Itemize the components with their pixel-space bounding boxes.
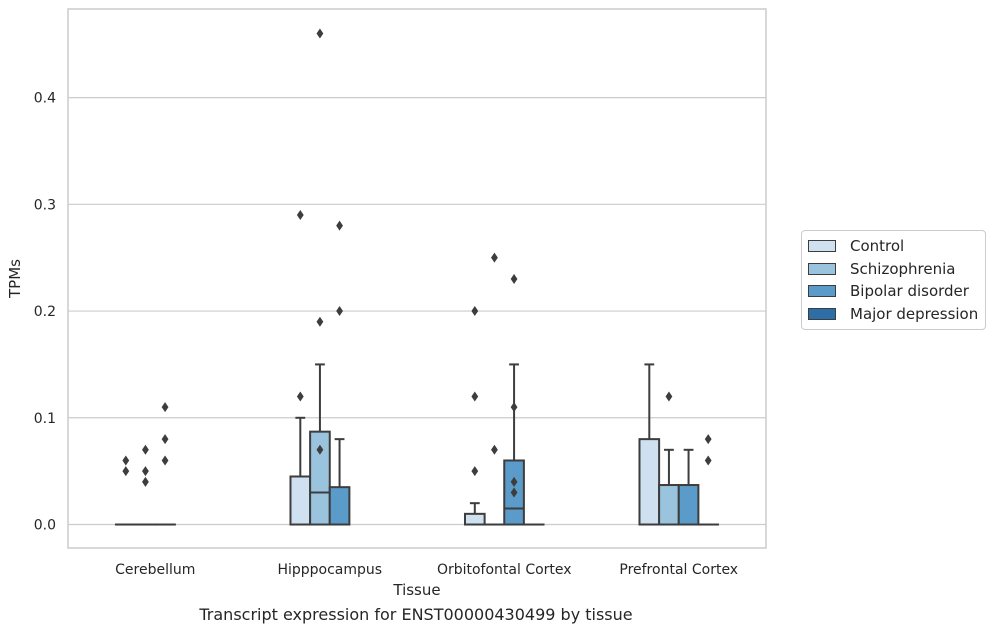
legend-item: Major depression [802,303,985,326]
plot-frame [67,8,767,549]
outlier-point [142,466,149,477]
x-tick-label: Orbitofontal Cortex [437,562,572,578]
box-plot [328,438,351,526]
y-tick-label: 0.1 [34,411,56,427]
legend-item: Control [802,235,985,258]
x-tick-labels: Cerebellum Hipppocampus Orbitofontal Corte… [115,562,738,578]
legend-label: Major depression [850,304,979,323]
outlier-point [316,444,324,455]
outlier-point [510,476,518,487]
y-tick-label: 0.3 [34,197,56,213]
x-tick-label: Hipppocampus [277,562,382,578]
box [638,438,661,526]
y-tick-label: 0.4 [34,91,56,107]
outlier-point [161,434,169,445]
outlier-point [510,487,518,498]
box-plot [677,448,700,526]
outlier-point [122,466,130,477]
y-axis-label: TPMs [6,259,24,299]
box [658,484,680,526]
y-tick-label: 0.2 [34,304,56,320]
outlier-point [142,476,149,487]
outlier-point [491,444,498,455]
y-tick-labels: 0.0 0.1 0.2 0.3 0.4 [34,91,56,534]
outlier-point [471,466,479,477]
legend-swatch [808,262,836,275]
box [463,512,486,526]
outlier-point [316,316,324,327]
box [677,484,700,526]
box-plot [309,363,331,526]
box-plots [114,363,720,526]
legend-item: Schizophrenia [802,258,985,281]
outlier-point [704,455,712,466]
outlier-point [471,306,479,317]
outlier-point [122,455,130,466]
box-plot [289,416,312,526]
outlier-point [336,220,343,231]
box [309,430,331,526]
legend-label: Schizophrenia [850,259,956,278]
box-plot [463,502,486,526]
legend-label: Control [850,237,905,256]
legend-label: Bipolar disorder [850,282,969,301]
outlier-point [510,402,518,413]
outlier-point [296,391,304,402]
chart-caption: Transcript expression for ENST0000043049… [199,605,633,624]
outlier-point [471,391,479,402]
legend-swatch [808,307,836,320]
legend-item: Bipolar disorder [802,280,985,303]
outlier-point [161,402,169,413]
outlier-point [491,252,498,263]
outlier-point [510,274,518,285]
x-axis-label: Tissue [392,581,440,599]
legend: Control Schizophrenia Bipolar disorder Majo… [801,230,986,330]
outlier-point [142,444,149,455]
box [289,475,312,526]
legend-swatch [808,285,836,298]
outlier-point [704,434,712,445]
box-plot [638,363,661,526]
outlier-point [296,209,304,220]
x-tick-label: Prefrontal Cortex [619,562,738,578]
outlier-point [336,306,343,317]
outlier-point [665,391,673,402]
outlier-point [316,28,324,39]
box [328,486,351,526]
box-plot [658,448,680,526]
box-plot [503,363,525,526]
x-tick-label: Cerebellum [115,562,195,578]
grid-lines [68,96,766,526]
outlier-points [122,28,712,498]
legend-swatch [808,240,836,253]
outlier-point [161,455,169,466]
y-tick-label: 0.0 [34,518,56,534]
